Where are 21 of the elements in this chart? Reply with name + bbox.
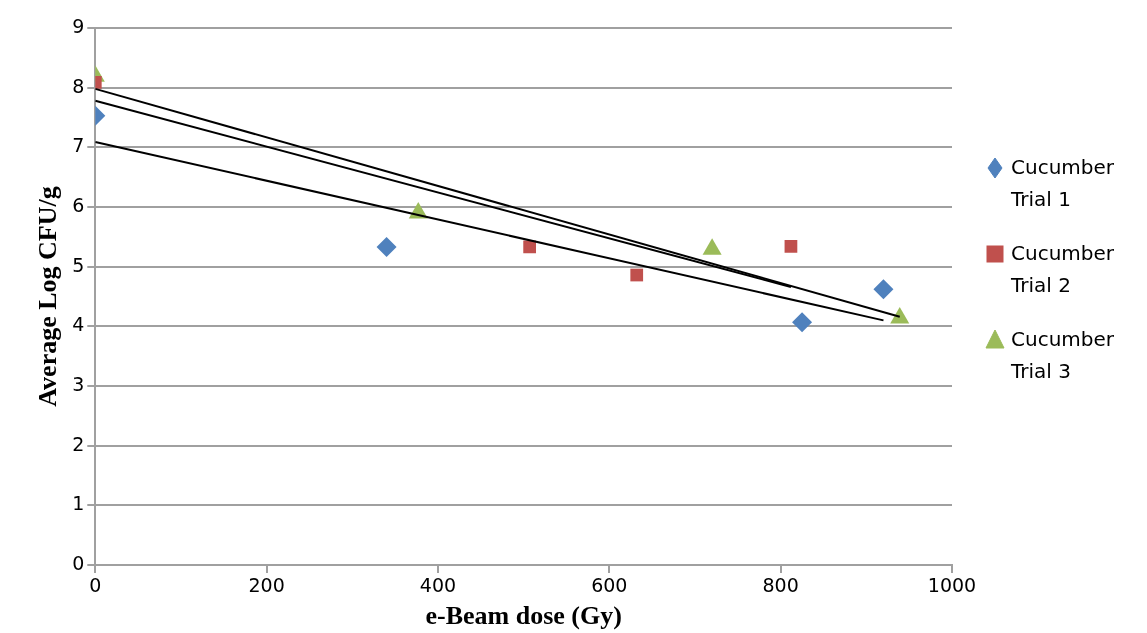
x-tick-label: 400 <box>419 574 457 597</box>
legend-label: Cucumber Trial 3 <box>1011 326 1116 385</box>
y-tick-label: 9 <box>72 14 85 37</box>
x-tick-label: 1000 <box>927 574 977 597</box>
y-tick-label: 7 <box>72 134 85 157</box>
y-tick-label: 2 <box>72 432 85 455</box>
y-tick-label: 3 <box>72 372 85 395</box>
legend-label: Cucumber Trial 1 <box>1011 154 1116 213</box>
y-tick-label: 6 <box>72 193 85 216</box>
x-tick-label: 800 <box>762 574 799 597</box>
legend-label: Cucumber Trial 2 <box>1011 240 1116 299</box>
y-tick-label: 8 <box>72 74 85 97</box>
y-tick-label: 0 <box>72 551 85 574</box>
y-tick-label: 5 <box>72 253 85 276</box>
x-tick-label: 600 <box>591 574 628 597</box>
y-axis-title: Average Log CFU/g <box>33 186 63 407</box>
x-axis-title: e-Beam dose (Gy) <box>425 601 622 631</box>
y-tick-label: 1 <box>72 492 85 515</box>
y-tick-label: 4 <box>72 313 85 336</box>
x-tick-label: 0 <box>89 574 102 597</box>
x-tick-label: 200 <box>248 574 285 597</box>
